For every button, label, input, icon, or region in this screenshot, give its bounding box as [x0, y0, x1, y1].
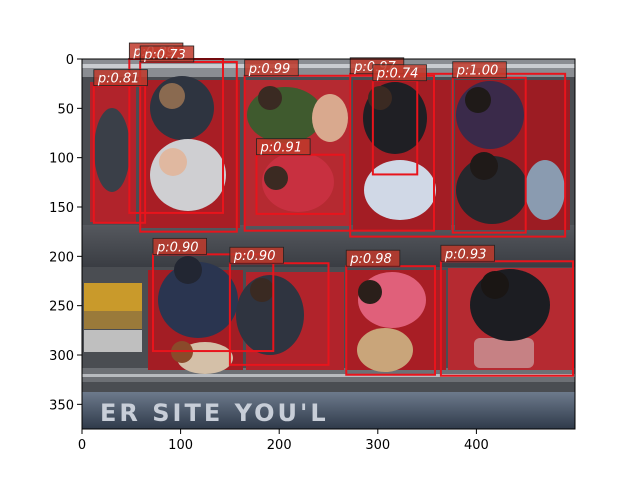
detection-label-bg: [139, 45, 195, 63]
y-tick-label: 350: [49, 398, 74, 413]
x-tick-label: 400: [464, 438, 489, 453]
detection-label: p:0.99: [248, 62, 291, 77]
x-tick-label: 0: [78, 438, 86, 453]
x-tick-label: 100: [168, 438, 193, 453]
y-axis: 0 50 100 150 200 250 300 350: [49, 53, 82, 413]
y-tick-label: 250: [49, 300, 74, 315]
detection-5: [151, 253, 275, 353]
svg-text:ER SITE YOU'L: ER SITE YOU'L: [100, 399, 329, 427]
detection-label: p:0.90: [233, 249, 276, 264]
detection-label: p:0.74: [376, 67, 419, 82]
detection-box: [439, 260, 575, 377]
x-tick-label: 300: [365, 438, 390, 453]
detection-label: p:0.90: [156, 240, 199, 255]
detection-label-group-10: p:0.98: [345, 249, 401, 267]
x-axis: 0 100 200 300 400: [78, 429, 489, 453]
detection-label-bg: [345, 249, 401, 267]
detection-label-bg: [229, 246, 284, 264]
detection-label-bg: [93, 69, 148, 87]
detection-layer: p:0.89p:0.73p:0.81p:0.99p:0.91p:0.90p:0.…: [92, 42, 575, 377]
detection-label: p:0.98: [349, 252, 392, 267]
detection-label-bg: [152, 237, 207, 255]
detection-label-bg: [452, 61, 507, 79]
detection-label-bg: [244, 59, 299, 77]
detection-label-group-5: p:0.90: [152, 237, 207, 255]
detection-label-bg: [372, 64, 427, 82]
detection-label: p:0.93: [444, 247, 487, 262]
detection-label-group-4: p:0.91: [256, 138, 311, 156]
x-tick-label: 200: [267, 438, 292, 453]
detection-label-group-6: p:0.90: [229, 246, 284, 264]
y-tick-label: 300: [49, 349, 74, 364]
detection-label-group-9: p:1.00: [452, 61, 507, 79]
detection-label: p:0.73: [143, 48, 186, 63]
y-tick-label: 50: [57, 102, 74, 117]
detection-label: p:0.91: [260, 141, 303, 156]
detection-label: p:1.00: [456, 64, 499, 79]
detection-label-group-3: p:0.99: [244, 59, 299, 77]
detection-box: [243, 74, 436, 232]
y-tick-label: 0: [66, 53, 74, 68]
detection-3: [243, 74, 436, 232]
y-tick-label: 150: [49, 201, 74, 216]
detection-label-group-2: p:0.81: [93, 69, 148, 87]
detection-label: p:0.81: [97, 72, 140, 87]
detection-label-group-8: p:0.74: [372, 64, 427, 82]
detection-11: [439, 260, 575, 377]
y-tick-label: 100: [49, 152, 74, 167]
detection-label-bg: [440, 244, 495, 262]
detection-label-bg: [256, 138, 311, 156]
axes-frame: [81, 58, 576, 430]
detection-label-group-1: p:0.73: [139, 45, 195, 63]
y-tick-label: 200: [49, 250, 74, 265]
detection-label-group-11: p:0.93: [440, 244, 495, 262]
detection-box: [151, 253, 275, 353]
